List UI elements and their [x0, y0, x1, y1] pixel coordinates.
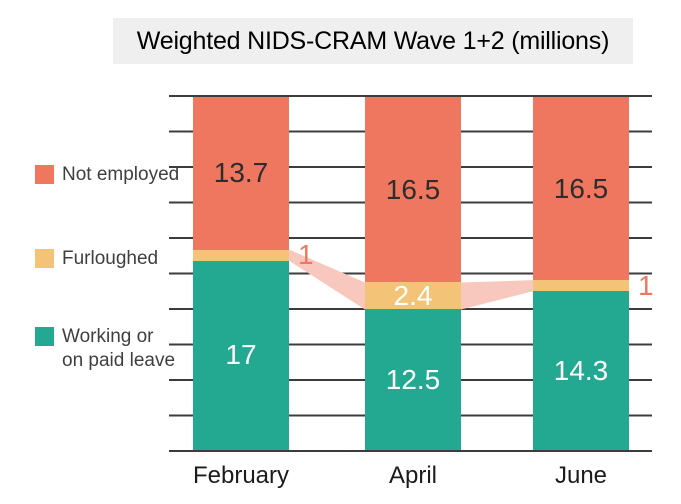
legend-label: Furloughed	[62, 248, 159, 269]
segment-furloughed: 2.4	[365, 279, 461, 311]
legend-label: Not employed	[62, 164, 180, 185]
furloughed-flow-ribbon	[289, 249, 365, 310]
furloughed-flow-ribbon	[461, 280, 533, 310]
value-label: 2.4	[393, 279, 433, 311]
value-label: 13.7	[213, 157, 269, 189]
value-label: 1	[638, 269, 654, 301]
connector-ribbons	[289, 249, 533, 310]
value-label: 14.3	[553, 354, 609, 386]
x-axis-label-february: February	[192, 462, 290, 489]
bar-february: 13.7 1 17	[193, 97, 314, 450]
plot-area: 13.7 1 17 16.5 2.4 12.5 16.5 1 14.3 February Apri…	[169, 95, 654, 489]
segment-furloughed: 1	[193, 241, 314, 269]
value-label: 12.5	[385, 363, 441, 395]
legend-item-not-employed: Not employed	[35, 163, 179, 187]
value-label: 16.5	[553, 172, 609, 204]
bar-april: 16.5 2.4 12.5	[365, 97, 461, 450]
segment-working-or-on-paid-leave: 17	[193, 260, 289, 450]
value-label: 17	[225, 339, 257, 371]
value-label: 16.5	[385, 173, 441, 205]
segment-not-employed: 13.7	[193, 97, 289, 250]
value-label: 1	[298, 239, 314, 271]
segment-not-employed: 16.5	[365, 97, 461, 283]
legend-swatch-furloughed	[35, 249, 54, 268]
segment-furloughed: 1	[533, 271, 654, 299]
legend-item-furloughed: Furloughed	[35, 247, 158, 271]
legend-label: Working or on paid leave	[62, 326, 176, 371]
segment-not-employed: 16.5	[533, 97, 629, 281]
x-axis-label-april: April	[388, 462, 438, 489]
segment-working-or-on-paid-leave: 14.3	[533, 291, 629, 450]
segment-working-or-on-paid-leave: 12.5	[365, 309, 461, 450]
legend-swatch-not-employed	[35, 165, 54, 184]
legend-item-working-or-on-paid-leave: Working or on paid leave	[35, 325, 175, 373]
bar-june: 16.5 1 14.3	[533, 97, 654, 450]
chart-title: Weighted NIDS-CRAM Wave 1+2 (millions)	[113, 18, 633, 64]
x-axis-label-june: June	[554, 462, 608, 489]
legend-swatch-working-or-on-paid-leave	[35, 327, 54, 346]
